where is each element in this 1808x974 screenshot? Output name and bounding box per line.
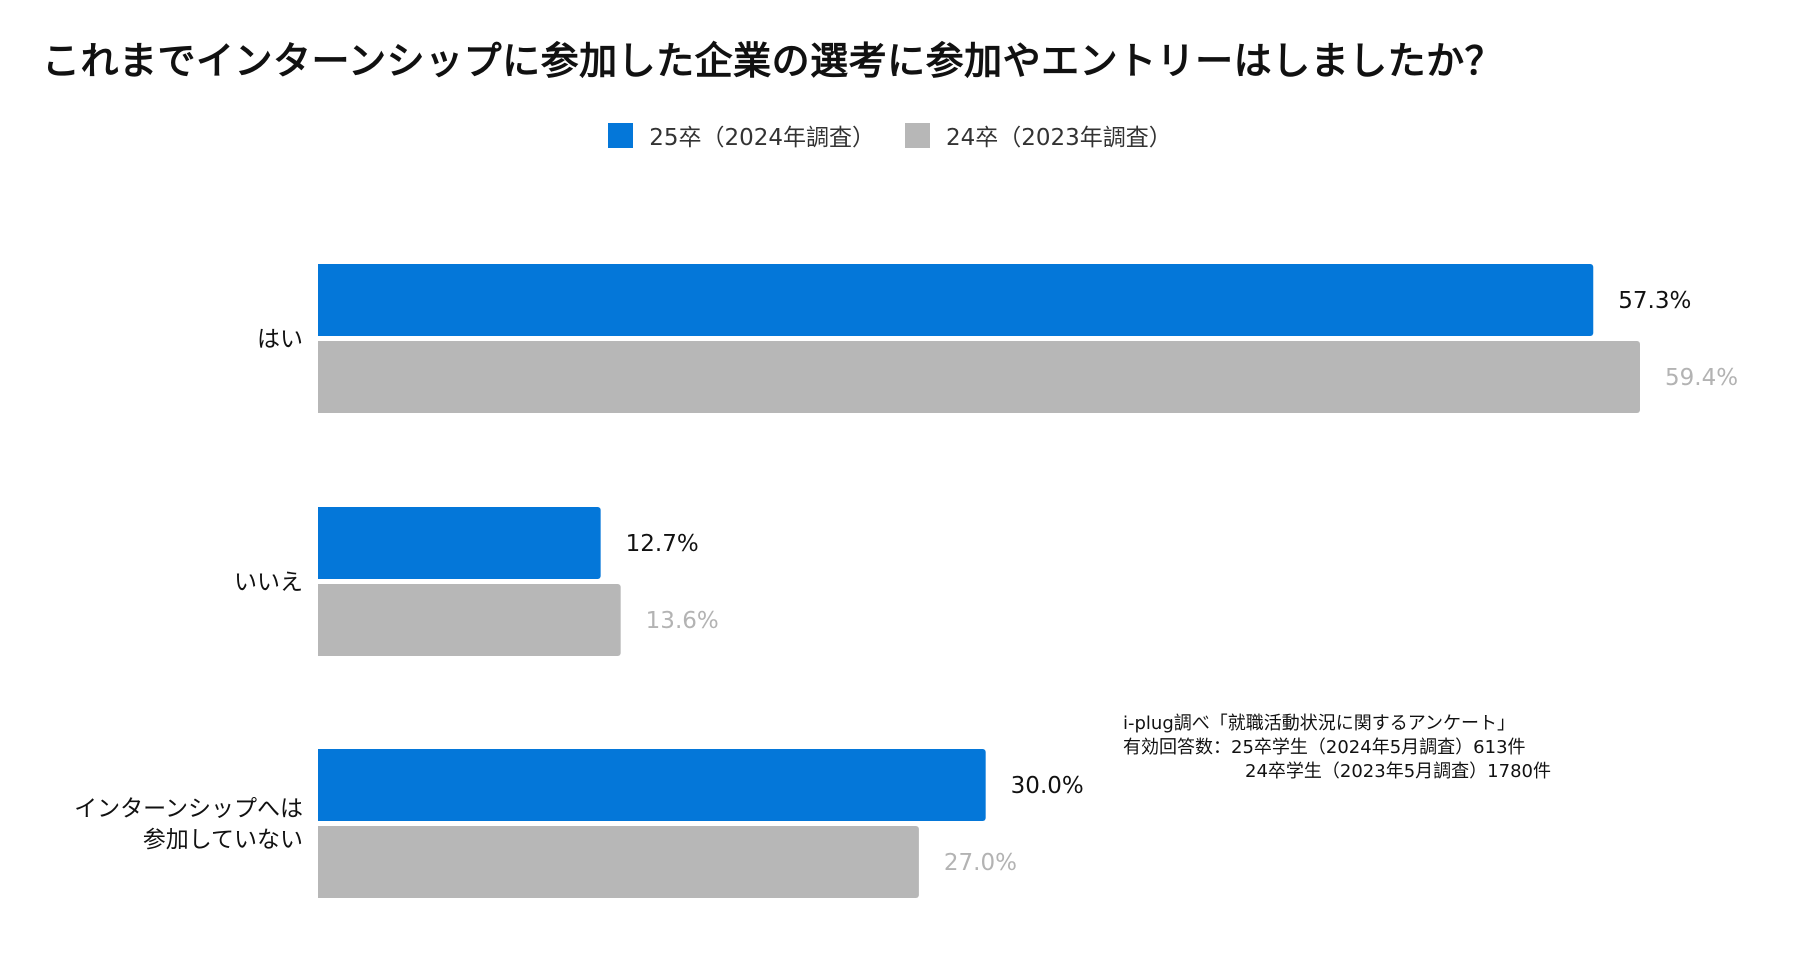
category-label-0-0: はい: [257, 327, 303, 353]
category-label-2-1: 参加していない: [143, 827, 303, 853]
source-note: i-plug調べ「就職活動状況に関するアンケート」 有効回答数：25卒学生（20…: [1123, 712, 1551, 784]
source-note-line3: 24卒学生（2023年5月調査）1780件: [1245, 761, 1551, 782]
bar-s25-2: [318, 749, 986, 821]
legend: 25卒（2024年調査） 24卒（2023年調査）: [0, 118, 1808, 152]
legend-swatch-24: [905, 122, 930, 148]
data-label-s25-1: 12.7%: [626, 531, 699, 557]
data-label-s24-0: 59.4%: [1665, 365, 1738, 391]
bar-left-edge-0-0: [318, 264, 324, 336]
source-note-line2: 有効回答数：25卒学生（2024年5月調査）613件: [1123, 737, 1526, 758]
bar-s25-1: [318, 507, 601, 579]
chart-title: これまでインターンシップに参加した企業の選考に参加やエントリーはしましたか？: [42, 39, 1504, 83]
bar-left-edge-1-2: [318, 826, 324, 898]
bar-s24-1: [318, 584, 621, 656]
legend-item-25: 25卒（2024年調査）: [608, 118, 875, 152]
legend-item-24: 24卒（2023年調査）: [905, 118, 1172, 152]
legend-swatch-25: [608, 122, 634, 148]
bar-left-edge-0-1: [318, 507, 324, 579]
legend-label-24: 24卒（2023年調査）: [946, 125, 1172, 151]
bar-left-edge-0-2: [318, 749, 324, 821]
bar-left-edge-1-1: [318, 584, 324, 656]
data-label-s25-2: 30.0%: [1011, 773, 1084, 799]
bar-s24-2: [318, 826, 919, 898]
category-label-1-0: いいえ: [234, 570, 303, 596]
bar-left-edge-1-0: [318, 341, 324, 413]
bar-s25-0: [318, 264, 1594, 336]
data-label-s24-1: 13.6%: [646, 608, 719, 634]
category-label-2-0: インターンシップへは: [74, 796, 303, 822]
legend-label-25: 25卒（2024年調査）: [649, 125, 875, 151]
data-label-s25-0: 57.3%: [1618, 288, 1691, 314]
data-label-s24-2: 27.0%: [944, 850, 1017, 876]
bar-s24-0: [318, 341, 1640, 413]
source-note-line1: i-plug調べ「就職活動状況に関するアンケート」: [1123, 713, 1516, 734]
